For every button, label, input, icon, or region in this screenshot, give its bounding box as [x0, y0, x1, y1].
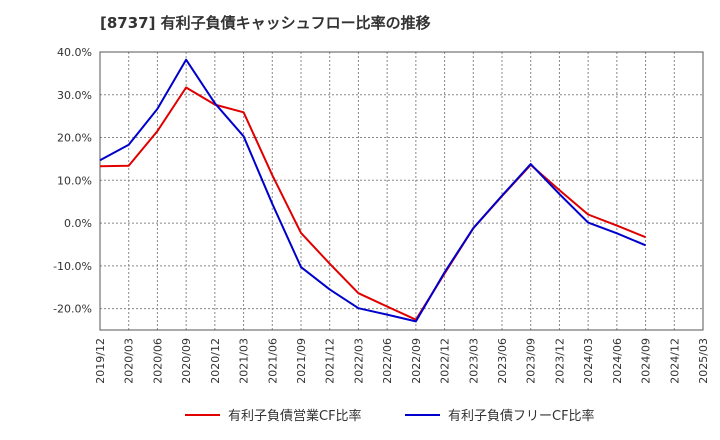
x-tick-label: 2021/12 [324, 338, 337, 384]
chart-title: [8737] 有利子負債キャッシュフロー比率の推移 [100, 14, 431, 32]
y-tick-label: 30.0% [57, 89, 92, 102]
y-tick-label: -10.0% [53, 260, 92, 273]
x-tick-label: 2020/12 [209, 338, 222, 384]
plot-border [99, 51, 704, 331]
series-line-1 [99, 86, 646, 321]
x-tick-label: 2024/12 [668, 338, 681, 384]
x-tick-label: 2022/09 [410, 338, 423, 384]
x-tick-label: 2024/06 [611, 338, 624, 384]
x-tick-label: 2020/03 [123, 338, 136, 384]
x-tick-label: 2023/09 [525, 338, 538, 384]
legend-label-2: 有利子負債フリーCF比率 [448, 408, 595, 424]
x-tick-label: 2022/03 [352, 338, 365, 384]
y-tick-label: -20.0% [53, 303, 92, 316]
y-tick-label: 20.0% [57, 132, 92, 145]
y-tick-label: 0.0% [64, 217, 92, 230]
x-tick-label: 2025/03 [697, 338, 710, 384]
x-tick-label: 2022/12 [439, 338, 452, 384]
x-tick-label: 2023/06 [496, 338, 509, 384]
x-tick-label: 2021/06 [266, 338, 279, 384]
x-tick-label: 2020/06 [151, 338, 164, 384]
series-line-2 [99, 58, 646, 323]
x-tick-label: 2020/09 [180, 338, 193, 384]
x-tick-label: 2024/03 [582, 338, 595, 384]
x-tick-label: 2023/12 [553, 338, 566, 384]
y-tick-label: 10.0% [57, 174, 92, 187]
x-tick-label: 2021/09 [295, 338, 308, 384]
x-tick-label: 2021/03 [238, 338, 251, 384]
x-tick-label: 2022/06 [381, 338, 394, 384]
x-tick-label: 2023/03 [467, 338, 480, 384]
plot-area [100, 52, 703, 330]
x-tick-label: 2024/09 [640, 338, 653, 384]
y-tick-label: 40.0% [57, 46, 92, 59]
legend-label-1: 有利子負債営業CF比率 [228, 408, 362, 424]
x-tick-label: 2019/12 [94, 338, 107, 384]
